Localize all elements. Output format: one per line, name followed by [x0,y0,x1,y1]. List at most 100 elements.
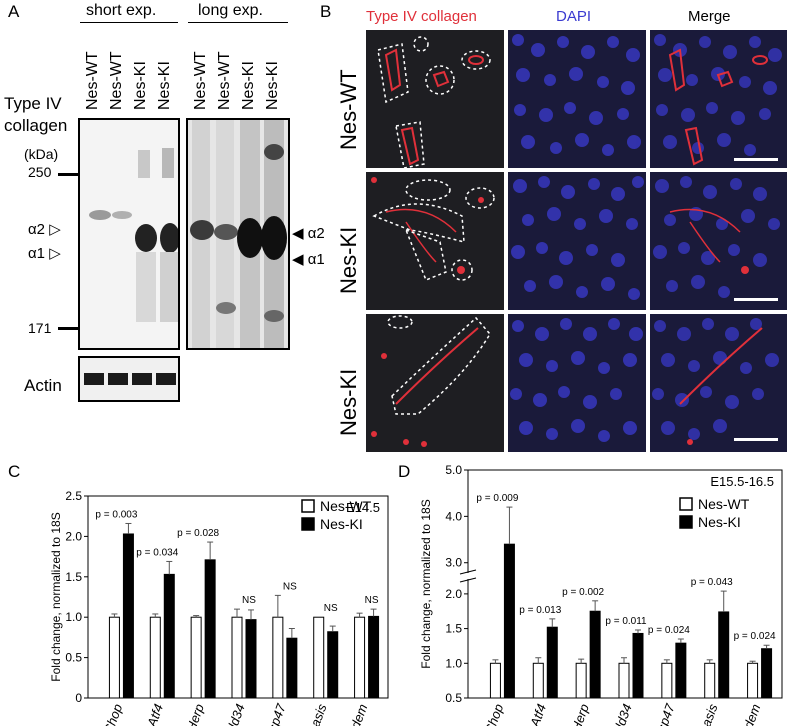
kda-unit: (kDa) [24,146,59,162]
merge-column-header: Merge [688,8,731,25]
category-label: Hsp47 [262,701,289,726]
blot-ylabel-line1: Type IV [4,94,62,113]
significance-annotation: p = 0.024 [734,631,776,642]
y-axis-label: Fold change, normalized to 18S [419,499,433,668]
bar [489,662,501,699]
significance-annotation: p = 0.011 [605,616,647,627]
lane-label: Nes-KI [240,61,257,110]
bar [108,616,120,699]
category-label: Hsp47 [651,701,678,726]
panel-d-label: D [398,462,411,481]
significance-annotation: p = 0.028 [177,528,219,539]
open-arrow-icon: ▷ [49,221,61,238]
bar [231,616,243,699]
mw-250: 250 [28,164,52,180]
lane-label: Nes-KI [156,61,173,110]
legend-swatch [679,515,693,529]
panel-c-label: C [8,462,21,481]
dapi-image-ki-1 [508,172,646,310]
y-tick-label: 0.5 [65,651,82,665]
y-tick-label: 0 [75,691,82,705]
left-alpha1-text: α1 [28,245,46,262]
category-label: Atf4 [144,702,166,726]
filled-arrow-icon: ◀ [292,225,304,242]
y-tick-label: 1.0 [65,610,82,624]
bar [675,642,687,699]
mw-250-tick [58,173,78,176]
collagen-image-ki-1 [366,172,504,310]
bar [313,616,325,699]
panel-b-label: B [320,2,332,21]
bar [575,662,587,699]
dapi-image-ki-2 [508,314,646,452]
left-alpha2-text: α2 [28,221,46,238]
panel-a-label: A [8,2,20,21]
bar [618,662,630,699]
short-exposure-line [80,22,178,23]
legend-label: Nes-WT [698,496,750,512]
category-label: Chop [482,702,507,726]
category-label: Chop [101,702,126,726]
blot-ylabel-line2: collagen [4,116,68,135]
dapi-column-header: DAPI [556,8,592,25]
bar [661,662,673,699]
significance-annotation: p = 0.009 [476,493,518,504]
y-tick-label: 2.0 [445,587,462,601]
stage-label: E14.5 [346,500,380,515]
short-exposure-label: short exp. [86,2,157,19]
bar [272,616,284,699]
scale-bar [734,298,778,301]
collagen-image-wt [366,30,504,168]
y-tick-label: 2.0 [65,529,82,543]
merge-image-ki-1 [650,172,787,310]
left-alpha1-label: α1 ▷ [28,244,61,262]
bar [761,648,773,699]
bar [122,533,134,699]
bar [354,616,366,699]
filled-arrow-icon: ◀ [292,251,304,268]
long-exposure-label: long exp. [198,2,263,19]
stage-label: E15.5-16.5 [710,474,774,489]
category-label: Oasis [304,701,330,726]
collagen-column-header: Type IV collagen [366,8,477,25]
bar [163,573,175,699]
row-label-1: Nes-WT [336,69,361,150]
right-alpha1-text: α1 [307,251,325,268]
mw-171-tick [58,327,78,330]
merge-image-wt [650,30,787,168]
blot-actin [78,356,180,402]
blot-long-image [188,120,288,348]
lane-label: Nes-WT [192,51,209,110]
bar [546,626,558,699]
y-tick-label: 4.0 [445,509,462,523]
legend-label: Nes-KI [320,516,363,532]
dapi-image-wt [508,30,646,168]
legend-label: Nes-KI [698,514,741,530]
y-tick-label: 0.5 [445,691,462,705]
significance-annotation: p = 0.024 [648,625,690,636]
collagen-image-ki-2 [366,314,504,452]
right-alpha1-label: ◀ α1 [292,250,325,268]
mw-171: 171 [28,320,52,336]
significance-annotation: p = 0.002 [562,587,604,598]
actin-image [80,358,178,400]
y-tick-label: 3.0 [445,556,462,570]
significance-annotation: p = 0.034 [136,547,178,558]
legend-label: Nes-WT [320,498,372,514]
scale-bar [734,438,778,441]
bar [632,632,644,699]
bar [747,662,759,699]
y-tick-label: 2.5 [65,489,82,503]
lane-label: Nes-WT [84,51,101,110]
category-label: Oasis [695,701,721,726]
bar [245,619,257,699]
category-label: Herp [183,702,207,726]
blot-short-exposure [78,118,180,350]
bar [286,637,298,699]
category-label: Edem [738,702,764,726]
significance-annotation: NS [283,581,297,592]
bar [204,559,216,699]
axis-break-mark [459,577,477,583]
lane-label: Nes-KI [132,61,149,110]
y-tick-label: 1.5 [445,622,462,636]
